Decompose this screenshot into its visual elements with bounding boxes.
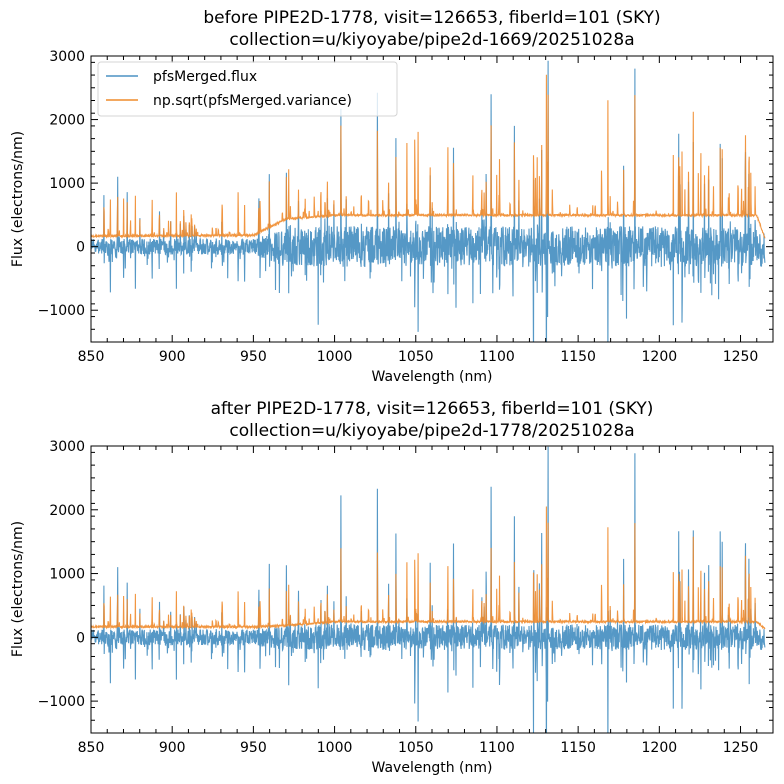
y-tick-label: 2000	[49, 113, 85, 129]
x-tick-label: 950	[240, 740, 267, 756]
series-line-variance	[91, 74, 766, 239]
y-tick-label: 3000	[49, 439, 85, 455]
x-tick-label: 1200	[642, 740, 678, 756]
legend-entry-flux: pfsMerged.flux	[153, 69, 257, 85]
x-tick-label: 1000	[317, 349, 353, 365]
series-group	[91, 446, 766, 733]
panel-title-line1: before PIPE2D-1778, visit=126653, fiberI…	[203, 8, 660, 28]
x-tick-label: 950	[240, 349, 267, 365]
tick-labels: 850 900 950 1000 1050 1100 1150 1200 1250 −1000 0 1…	[38, 439, 759, 756]
y-tick-label: 0	[76, 240, 85, 256]
series-group	[91, 60, 766, 342]
tick-labels: 850 900 950 1000 1050 1100 1150 1200 1250 −1000 0 1…	[38, 49, 759, 365]
x-axis-label: Wavelength (nm)	[372, 760, 493, 776]
x-axis-label: Wavelength (nm)	[372, 369, 493, 385]
x-tick-label: 1050	[398, 349, 434, 365]
axis-ticks	[90, 445, 774, 734]
y-axis-label: Flux (electrons/nm)	[10, 131, 26, 267]
series-line-flux	[91, 446, 766, 733]
y-tick-label: 3000	[49, 49, 85, 65]
x-tick-label: 900	[159, 349, 186, 365]
panel-title-line2: collection=u/kiyoyabe/pipe2d-1669/202510…	[229, 30, 634, 50]
x-tick-label: 1000	[317, 740, 353, 756]
y-tick-label: 0	[76, 630, 85, 646]
panel-before: before PIPE2D-1778, visit=126653, fiberI…	[10, 8, 774, 385]
plot-area	[90, 445, 774, 734]
y-tick-label: 1000	[49, 567, 85, 583]
legend: pfsMerged.flux np.sqrt(pfsMerged.varianc…	[97, 61, 398, 117]
axes-frame	[90, 445, 774, 734]
x-tick-label: 850	[78, 349, 105, 365]
y-axis-label: Flux (electrons/nm)	[10, 521, 26, 657]
x-tick-label: 1100	[479, 740, 515, 756]
y-tick-label: −1000	[38, 303, 85, 319]
panel-title-line1: after PIPE2D-1778, visit=126653, fiberId…	[211, 399, 654, 419]
y-tick-label: 2000	[49, 503, 85, 519]
x-tick-label: 1150	[560, 349, 596, 365]
x-tick-label: 900	[159, 740, 186, 756]
x-tick-label: 1200	[642, 349, 678, 365]
x-tick-label: 1150	[560, 740, 596, 756]
y-tick-label: 1000	[49, 176, 85, 192]
series-line-flux	[91, 60, 766, 342]
legend-box	[97, 61, 398, 117]
series-line-variance	[91, 506, 766, 630]
x-tick-label: 1250	[723, 349, 759, 365]
panel-after: after PIPE2D-1778, visit=126653, fiberId…	[10, 399, 774, 776]
y-tick-label: −1000	[38, 694, 85, 710]
x-tick-label: 850	[78, 740, 105, 756]
x-tick-label: 1100	[479, 349, 515, 365]
x-tick-label: 1050	[398, 740, 434, 756]
panel-title-line2: collection=u/kiyoyabe/pipe2d-1778/202510…	[229, 421, 634, 441]
legend-entry-variance: np.sqrt(pfsMerged.variance)	[153, 93, 352, 109]
x-tick-label: 1250	[723, 740, 759, 756]
